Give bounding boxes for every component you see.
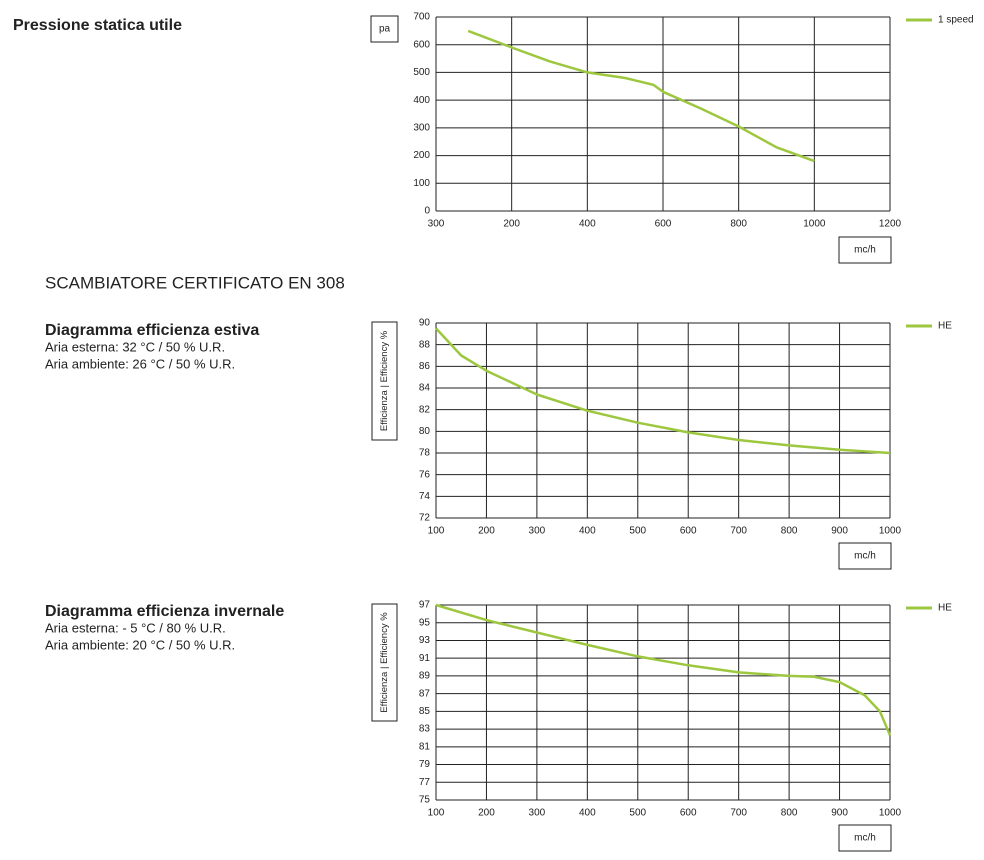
y-tick-label: 0 [424,206,430,217]
x-tick-label: 300 [428,219,445,230]
x-tick-label: 400 [579,219,596,230]
y-tick-label: 86 [419,361,431,372]
x-tick-label: 700 [730,526,747,537]
y-tick-label: 80 [419,426,431,437]
y-axis-label: Efficienza | Efficiency % [379,612,390,713]
x-tick-label: 800 [781,808,798,819]
legend-label: 1 speed [938,15,974,26]
y-tick-label: 95 [419,617,431,628]
chart-note: Aria ambiente: 20 °C / 50 % U.R. [45,637,235,652]
legend-label: HE [938,603,952,614]
y-tick-label: 87 [419,688,431,699]
x-tick-label: 800 [781,526,798,537]
y-label-box [371,321,398,441]
y-tick-label: 100 [413,178,430,189]
y-tick-label: 77 [419,777,431,788]
section-title: SCAMBIATORE CERTIFICATO EN 308 [45,273,345,292]
x-tick-label: 200 [478,808,495,819]
series-line [467,29,815,163]
x-tick-label: 800 [730,219,747,230]
y-tick-label: 76 [419,469,431,480]
y-tick-label: 93 [419,635,431,646]
x-tick-label: 600 [680,526,697,537]
x-tick-label: 300 [529,526,546,537]
x-label-box [838,236,892,264]
series-line [435,603,892,736]
x-tick-label: 300 [529,808,546,819]
x-label-box [838,824,892,852]
x-tick-label: 200 [503,219,520,230]
y-tick-label: 300 [413,122,430,133]
y-tick-label: 500 [413,67,430,78]
x-tick-label: 100 [428,808,445,819]
chart-note: Aria esterna: - 5 °C / 80 % U.R. [45,620,226,635]
x-tick-label: 900 [831,808,848,819]
x-tick-label: 500 [629,526,646,537]
y-tick-label: 97 [419,600,431,611]
y-tick-label: 400 [413,95,430,106]
chart-note: Aria ambiente: 26 °C / 50 % U.R. [45,356,235,371]
y-axis-label: pa [379,24,391,35]
chart-note: Aria esterna: 32 °C / 50 % U.R. [45,339,225,354]
y-tick-label: 74 [419,491,431,502]
x-tick-label: 200 [478,526,495,537]
x-tick-label: 1000 [879,526,902,537]
y-tick-label: 600 [413,39,430,50]
series-line [435,327,891,455]
chart-title: Diagramma efficienza estiva [45,322,259,339]
x-tick-label: 1000 [879,808,902,819]
x-label-box [838,542,892,570]
y-tick-label: 72 [419,513,431,524]
x-tick-label: 900 [831,526,848,537]
y-tick-label: 88 [419,339,431,350]
y-tick-label: 81 [419,741,431,752]
y-tick-label: 83 [419,724,431,735]
y-tick-label: 84 [419,383,431,394]
y-tick-label: 82 [419,404,431,415]
y-tick-label: 89 [419,671,431,682]
y-axis-label: Efficienza | Efficiency % [379,330,390,431]
y-tick-label: 79 [419,759,431,770]
x-axis-label: mc/h [854,551,876,562]
chart-title: Pressione statica utile [13,17,182,34]
x-tick-label: 400 [579,808,596,819]
y-tick-label: 91 [419,653,431,664]
y-tick-label: 85 [419,706,431,717]
x-tick-label: 100 [428,526,445,537]
y-tick-label: 200 [413,150,430,161]
x-tick-label: 1000 [803,219,826,230]
x-tick-label: 600 [655,219,672,230]
chart-title: Diagramma efficienza invernale [45,603,284,620]
y-tick-label: 700 [413,12,430,23]
x-tick-label: 700 [730,808,747,819]
y-tick-label: 78 [419,448,431,459]
y-tick-label: 75 [419,795,431,806]
legend-label: HE [938,321,952,332]
x-tick-label: 500 [629,808,646,819]
x-tick-label: 600 [680,808,697,819]
y-tick-label: 90 [419,318,431,329]
x-tick-label: 1200 [879,219,902,230]
y-label-box [371,603,398,722]
x-tick-label: 400 [579,526,596,537]
x-axis-label: mc/h [854,833,876,844]
y-label-box [370,15,399,43]
x-axis-label: mc/h [854,245,876,256]
